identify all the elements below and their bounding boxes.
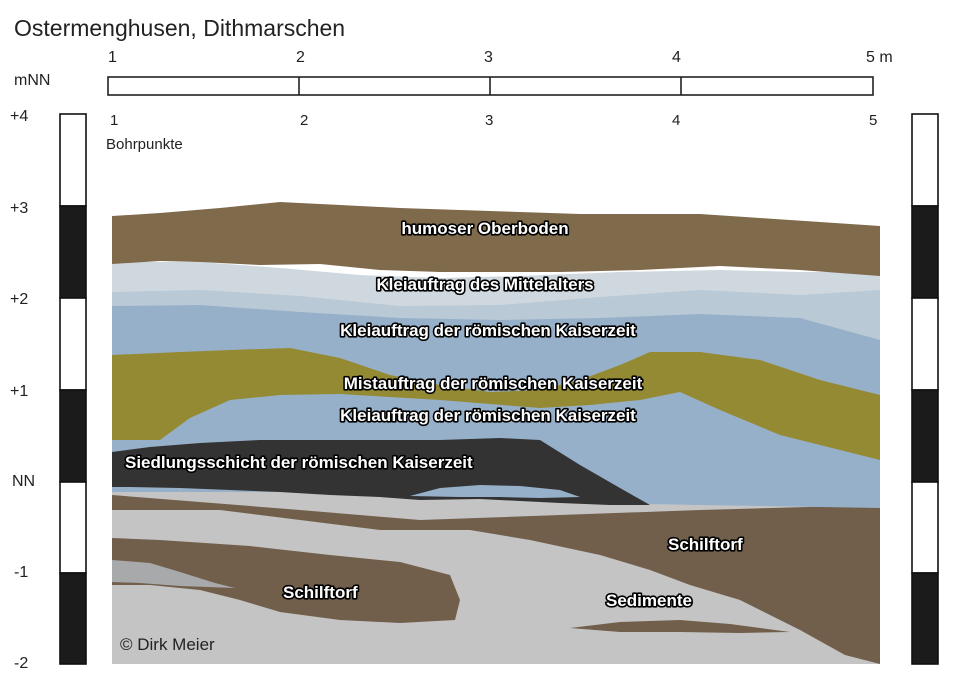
label-klei-roman-upper: Kleiauftrag der römischen Kaiserzeit [340, 321, 636, 340]
elevation-label: +4 [10, 108, 28, 125]
borehole-number: 4 [672, 112, 680, 129]
borehole-number: 2 [300, 112, 308, 129]
label-dung-roman: Mistauftrag der römischen Kaiserzeit [344, 374, 643, 393]
stratigraphic-section [112, 202, 880, 664]
label-klei-roman-lower: Kleiauftrag der römischen Kaiserzeit [340, 406, 636, 425]
borehole-number: 1 [110, 112, 118, 129]
borehole-number: 3 [485, 112, 493, 129]
elevation-label: +3 [10, 200, 28, 217]
label-topsoil: humoser Oberboden [401, 219, 568, 238]
elevation-label: +1 [10, 383, 28, 400]
elevation-axis: mNN +4 +3 +2 +1 NN -1 -2 [10, 72, 50, 672]
dung-layer [112, 348, 880, 460]
label-sediments: Sedimente [606, 591, 692, 610]
elevation-label: -1 [14, 564, 28, 581]
boreholes-caption: Bohrpunkte [106, 136, 183, 153]
elevation-label: +2 [10, 291, 28, 308]
scale-label: 3 [484, 49, 493, 66]
borehole-labels: 1 2 3 4 5 Bohrpunkte [106, 112, 877, 153]
schilftorf-layer-left [112, 538, 460, 623]
label-schilftorf-right: Schilftorf [668, 535, 743, 554]
label-schilftorf-left: Schilftorf [283, 583, 358, 602]
left-elevation-bar [59, 113, 87, 665]
scale-label: 2 [296, 49, 305, 66]
metre-scale-bar: 1 2 3 4 5 m [107, 49, 893, 96]
copyright-notice: © Dirk Meier [120, 635, 215, 654]
elevation-label: -2 [14, 655, 28, 672]
scale-label: 4 [672, 49, 681, 66]
sediment-dark-lens [112, 560, 235, 588]
elevation-label: NN [12, 473, 35, 490]
figure-title: Ostermenghusen, Dithmarschen [14, 15, 345, 41]
elevation-unit: mNN [14, 72, 50, 89]
layer-labels: humoser Oberboden Kleiauftrag des Mittel… [123, 217, 744, 611]
label-settlement: Siedlungsschicht der römischen Kaiserzei… [125, 453, 473, 472]
schilftorf-layer-right [112, 495, 880, 664]
scale-label: 1 [108, 49, 117, 66]
topsoil-layer [112, 202, 880, 276]
settlement-lens [410, 485, 580, 498]
borehole-number: 5 [869, 112, 877, 129]
scale-label: 5 m [866, 49, 893, 66]
klei-medieval-layer [112, 262, 880, 306]
label-klei-medieval: Kleiauftrag des Mittelalters [376, 275, 593, 294]
schilftorf-sliver [570, 620, 790, 633]
right-elevation-bar [911, 113, 939, 665]
